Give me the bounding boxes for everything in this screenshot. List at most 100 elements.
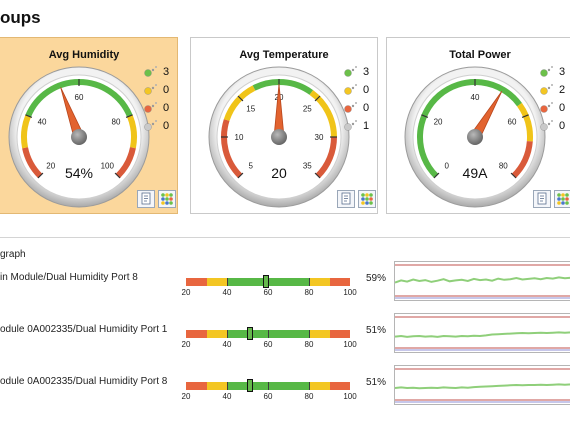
range-tick-label: 40 [222,340,232,349]
range-tick-label: 100 [343,288,357,297]
sensor-sparkline[interactable] [394,313,570,353]
gauge-reading: 20 [271,165,287,181]
gauge-tick-label: 80 [112,118,121,127]
report-icon[interactable] [137,190,155,208]
status-dot-icon [144,66,157,77]
range-zone [309,382,330,390]
gauge-zone [252,79,314,95]
status-dot-icon [144,84,157,95]
status-dot-icon [344,102,357,113]
gauge-title: Avg Humidity [48,49,120,61]
sensor-row[interactable]: in Module/Dual Humidity Port 8 20 40 60 80 10… [0,261,570,322]
gauge-reading: 49A [463,165,489,181]
value-marker [246,327,253,340]
gauge-panel-3[interactable]: Total Power 0 20 40 60 80 49A 3 2 0 0 [386,37,570,214]
gauge-tick-label: 10 [235,133,244,142]
status-count: 0 [363,102,370,114]
gauge-tick [421,114,429,119]
range-zone [206,330,227,338]
gauge-tick-label: 40 [38,118,47,127]
range-zone [309,278,330,286]
gauge-tick [314,172,321,179]
gauge-panel-1[interactable]: Avg Humidity 20 40 60 80 100 54% 3 0 0 0 [0,37,178,214]
sparkline-series [394,383,570,390]
status-count: 0 [363,84,370,96]
gauge-zone [22,147,43,179]
status-count: 2 [559,84,566,96]
status-dot-icon [540,120,553,131]
sensor-map-icon[interactable] [158,190,176,208]
status-count: 0 [163,120,170,132]
sensor-row[interactable]: odule 0A002335/Dual Humidity Port 1 20 40 6… [0,313,570,374]
gauge-tick [114,172,121,179]
gauge-tick [510,172,517,179]
status-dot-icon [344,120,357,131]
range-tick-label: 40 [222,392,232,401]
gauge-dial: 0 20 40 60 80 49A [404,66,546,208]
range-zone [329,330,350,338]
sparkline-chart [394,316,570,351]
range-tick [227,382,228,390]
sensor-map-icon[interactable] [554,190,570,208]
sensor-map-icon[interactable] [358,190,376,208]
status-dot-icon [144,102,157,113]
gauge-zone [511,140,533,179]
range-tick [309,330,310,338]
report-icon[interactable] [337,190,355,208]
range-zone [309,330,330,338]
status-dot-icon [540,102,553,113]
status-dot-icon [344,84,357,95]
gauge-zone [223,85,256,122]
range-tick-label: 40 [222,288,232,297]
gauge-reading: 54% [65,165,93,181]
range-tick-label: 60 [263,392,273,401]
sensor-name[interactable]: in Module/Dual Humidity Port 8 [0,272,138,283]
range-tick [309,382,310,390]
gauge-zone [115,147,136,179]
status-dot-icon [540,66,553,77]
gauge-dial: 20 40 60 80 100 54% [8,66,150,208]
range-zone [186,382,207,390]
status-count: 3 [559,66,566,78]
gauge-tick-label: 35 [303,161,312,170]
gauge-tick-label: 100 [101,161,115,170]
gauge-tick-label: 60 [75,93,84,102]
range-tick-label: 60 [263,288,273,297]
gauge-tick [237,95,244,102]
gauge-panel-2[interactable]: Avg Temperature5101520253035203001 [190,37,378,214]
gauge-zone [127,114,137,149]
gauge-tick-label: 5 [248,161,253,170]
gauge-zone [21,114,31,149]
range-tick [309,278,310,286]
range-tick [268,330,269,338]
sensor-percent: 51% [366,377,387,388]
range-zone [206,278,227,286]
gauge-zone [309,90,337,138]
gauge-tick [237,172,244,179]
sensor-range-bar [186,379,350,392]
gauge-tick [125,114,133,119]
range-tick [227,330,228,338]
range-tick-label: 100 [343,340,357,349]
report-icon[interactable] [533,190,551,208]
gauge-tick-label: 60 [508,118,517,127]
status-dot-icon [344,66,357,77]
sensor-name[interactable]: odule 0A002335/Dual Humidity Port 8 [0,376,168,387]
sensor-row[interactable]: odule 0A002335/Dual Humidity Port 8 20 40 6… [0,365,570,426]
sensor-sparkline[interactable] [394,365,570,405]
gauge-zone [221,119,243,179]
gauge-title: Total Power [449,49,511,61]
status-dot-icon [144,120,157,131]
gauge-title: Avg Temperature [239,49,329,61]
sensor-sparkline[interactable] [394,261,570,301]
status-count: 0 [163,102,170,114]
range-zone [206,382,227,390]
gauge-tick-label: 30 [315,133,324,142]
sparkline-chart [394,264,570,299]
range-tick-label: 80 [304,340,314,349]
status-count: 0 [559,120,566,132]
sensor-name[interactable]: odule 0A002335/Dual Humidity Port 1 [0,324,168,335]
status-dot-icon [540,84,553,95]
status-count: 0 [163,84,170,96]
gauge-zone [517,102,533,142]
